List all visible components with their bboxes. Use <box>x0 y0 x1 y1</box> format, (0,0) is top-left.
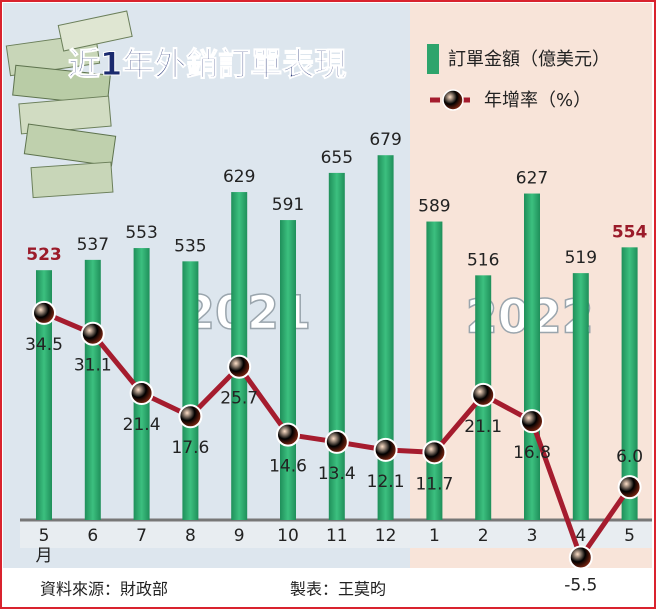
growth-marker <box>422 440 447 465</box>
plot: 5 6 7 8 9 10 11 12 1 2 3 4 5月52353755353562959165567… <box>25 130 647 595</box>
growth-marker <box>80 321 105 346</box>
x-tick-label: 10 <box>277 526 299 546</box>
axis-band <box>20 520 652 548</box>
x-tick-label: 3 <box>527 526 538 546</box>
bar <box>84 259 101 520</box>
growth-marker <box>471 382 496 407</box>
bar <box>572 273 589 520</box>
x-tick-label: 7 <box>136 526 147 546</box>
growth-value-label: 14.6 <box>269 457 307 477</box>
bar <box>621 247 638 520</box>
x-tick-label: 4 <box>575 526 586 546</box>
growth-marker <box>32 300 56 325</box>
credit: 製表：王莫昀 <box>290 580 386 599</box>
growth-value-label: 21.4 <box>123 415 161 435</box>
bar-value-label: 589 <box>418 197 450 217</box>
x-tick-label: 12 <box>375 526 397 546</box>
growth-marker <box>617 475 642 500</box>
growth-value-label: 13.4 <box>318 464 356 484</box>
growth-marker <box>178 404 203 429</box>
x-tick-label: 8 <box>185 526 196 546</box>
bar-value-label: 591 <box>272 195 304 215</box>
legend-label: 訂單金額（億美元） <box>448 49 610 70</box>
legend-label: 年增率（%） <box>484 90 591 111</box>
growth-value-label: 21.1 <box>464 417 502 437</box>
growth-value-label: 31.1 <box>74 356 112 376</box>
x-tick-label: 9 <box>234 526 245 546</box>
growth-marker <box>373 437 398 462</box>
legend-swatch <box>427 44 439 74</box>
bar-value-label: 519 <box>565 248 597 268</box>
bar <box>36 270 52 520</box>
growth-marker <box>276 422 300 447</box>
bar <box>182 261 199 520</box>
growth-value-label: -5.5 <box>564 575 597 595</box>
growth-value-label: 16.8 <box>513 443 551 463</box>
growth-marker <box>129 381 154 406</box>
source: 資料來源：財政部 <box>40 580 168 599</box>
growth-value-label: 6.0 <box>616 447 643 467</box>
x-tick-label: 5 <box>624 526 635 546</box>
bar <box>524 193 540 520</box>
x-tick-label: 5 <box>39 526 50 546</box>
bar-value-label: 629 <box>223 167 255 187</box>
growth-value-label: 34.5 <box>25 335 63 355</box>
x-tick-label: 1 <box>429 526 440 546</box>
bar-value-label: 553 <box>125 223 157 243</box>
growth-value-label: 17.6 <box>171 438 209 458</box>
growth-value-label: 11.7 <box>415 474 453 494</box>
x-tick-label: 6 <box>87 526 98 546</box>
x-tick-label: 2 <box>478 526 489 546</box>
bar-value-label: 516 <box>467 250 499 270</box>
growth-marker <box>568 545 593 570</box>
growth-value-label: 12.1 <box>367 472 405 492</box>
chart-title: 近1年外銷訂單表現 <box>68 45 346 83</box>
money-decoration <box>5 10 133 199</box>
bar-value-label: 523 <box>26 245 62 265</box>
x-tick-label: 11 <box>326 526 348 546</box>
growth-marker <box>324 429 349 454</box>
bar-value-label: 655 <box>321 148 353 168</box>
legend-marker <box>442 89 464 111</box>
bar-value-label: 535 <box>174 236 206 256</box>
bar-value-label: 554 <box>612 222 648 242</box>
bar-value-label: 679 <box>369 130 401 150</box>
growth-marker <box>227 354 252 379</box>
growth-value-label: 25.7 <box>220 389 258 409</box>
bar <box>377 155 394 521</box>
bar-value-label: 537 <box>77 235 109 255</box>
bar-value-label: 627 <box>516 169 548 189</box>
growth-marker <box>520 409 544 434</box>
x-unit: 月 <box>36 546 53 566</box>
